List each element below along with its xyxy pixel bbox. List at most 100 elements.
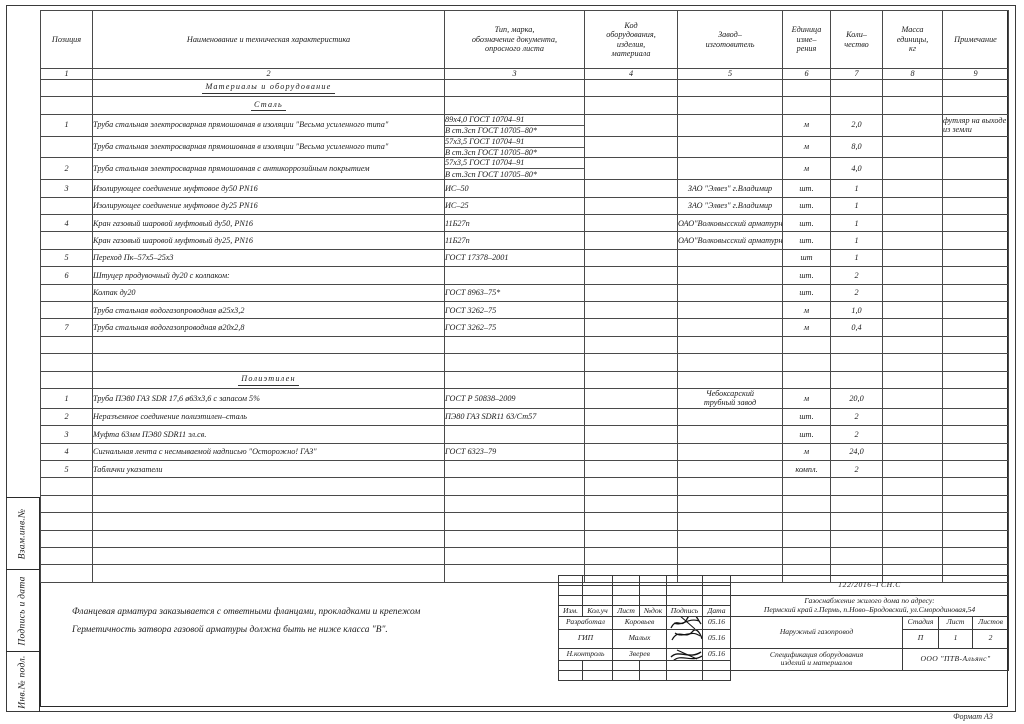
cell-quantity: 20,0 [830, 388, 883, 409]
cell-empty [92, 512, 445, 531]
cell-manufacturer-line: Чебоксарский [705, 389, 755, 398]
cell-mass [882, 179, 943, 198]
cell-empty [830, 96, 883, 115]
cell-empty [40, 546, 93, 566]
spacer-row [40, 477, 1009, 496]
cell-mass [882, 214, 943, 233]
cell-empty [92, 477, 445, 496]
column-header-line: Позиция [51, 34, 82, 44]
note-line-1: Фланцевая арматура заказывается с ответн… [72, 607, 421, 617]
revision-blank-cell [612, 595, 640, 606]
cell-empty [942, 512, 1009, 531]
column-header-7: Коли– чество [830, 10, 883, 69]
cell-name: Труба стальная электросварная прямошовна… [92, 157, 445, 181]
cell-note [942, 460, 1009, 479]
object-description: Газоснабжение жилого дома по адресу: Перм… [729, 595, 1010, 617]
revision-blank-cell [639, 575, 667, 586]
cell-empty [942, 96, 1009, 115]
cell-manufacturer [677, 248, 783, 268]
revision-blank-cell [639, 670, 667, 681]
cell-manufacturer: ЗАО "Элвез" г.Владимир [677, 179, 783, 198]
cell-position: 6 [40, 266, 93, 285]
cell-empty [942, 477, 1009, 496]
revision-header-1: Изм. [558, 605, 583, 617]
object-description-line: Пермский край г.Пермь, п.Ново–Бродовский… [763, 605, 976, 614]
cell-manufacturer-line: ОАО"Волковысский арматурный завод" [678, 235, 783, 245]
section-heading-row: Полиэтилен [40, 370, 1009, 390]
cell-note [942, 157, 1009, 181]
cell-empty [92, 335, 445, 355]
cell-empty [782, 494, 831, 514]
revision-blank-cell [612, 670, 640, 681]
stamp-row [558, 660, 1009, 671]
cell-empty [92, 494, 445, 514]
cell-type-line: ГОСТ 3262–75 [445, 305, 497, 315]
cell-name: Таблички указатели [92, 460, 445, 479]
column-header-line: Наименование и техническая характеристик… [186, 34, 351, 44]
column-header-8: Масса единицы, кг [882, 10, 943, 69]
revision-blank-cell [666, 585, 703, 596]
column-header-6: Единица изме– рения [782, 10, 831, 69]
cell-manufacturer-line: ОАО"Волковысский арматурный завод" [678, 218, 783, 228]
cell-type-line: 11Б27п [445, 235, 470, 245]
cell-type-line: ГОСТ 17378–2001 [445, 253, 509, 263]
cell-empty [677, 335, 783, 355]
title-block: 122/2016–ГСН.С Газоснабжение жилого дома … [558, 575, 1010, 681]
general-notes: Фланцевая арматура заказывается с ответн… [72, 604, 542, 640]
cell-empty [677, 529, 783, 548]
cell-unit: м [782, 157, 831, 181]
cell-unit: шт. [782, 214, 831, 233]
specification-table-body: Материалы и оборудование Сталь 1 Труба стал… [40, 78, 1009, 583]
revision-blank-cell [666, 660, 703, 671]
cell-name: Изолирующее соединение муфтовое ду50 PN1… [92, 179, 445, 198]
side-label-inv-podl: Инв.№ подл. [6, 651, 40, 712]
revision-blank-cell [702, 670, 731, 681]
cell-quantity: 1 [830, 231, 883, 250]
cell-manufacturer [677, 460, 783, 479]
cell-quantity: 1 [830, 248, 883, 268]
table-row: 3 Изолирующее соединение муфтовое ду50 PN… [40, 179, 1009, 198]
cell-manufacturer [677, 113, 783, 137]
section-title: Материалы и оборудование [92, 78, 445, 98]
cell-name: Неразъемное соединение полиэтилен–сталь [92, 407, 445, 427]
cell-quantity: 1 [830, 196, 883, 216]
column-header-line: Коли– [846, 30, 867, 40]
role-label-1: Разработал [558, 616, 613, 630]
cell-unit: шт. [782, 266, 831, 285]
cell-type-line: В ст.3сп ГОСТ 10705–80* [445, 169, 537, 179]
revision-blank-cell [666, 670, 703, 681]
cell-mass [882, 283, 943, 303]
cell-empty [882, 494, 943, 514]
revision-blank-cell [612, 585, 640, 596]
cell-type-mark [444, 266, 585, 285]
cell-type-mark: ГОСТ 3262–75 [444, 318, 585, 337]
cell-unit: шт. [782, 425, 831, 444]
cell-position: 4 [40, 214, 93, 233]
cell-position: 3 [40, 179, 93, 198]
cell-code [584, 442, 678, 462]
cell-empty [830, 512, 883, 531]
cell-empty [584, 96, 678, 115]
revision-blank-cell [558, 595, 583, 606]
cell-name: Изолирующее соединение муфтовое ду25 PN1… [92, 196, 445, 216]
revision-blank-cell [558, 575, 583, 586]
cell-empty [830, 477, 883, 496]
cell-note [942, 388, 1009, 409]
column-header-line: Масса [901, 25, 924, 35]
cell-empty [782, 96, 831, 115]
cell-empty [444, 512, 585, 531]
cell-empty [882, 477, 943, 496]
revision-blank-cell [639, 585, 667, 596]
cell-empty [444, 335, 585, 355]
cell-empty [942, 546, 1009, 566]
cell-name: Сигнальная лента с несмываемой надписью … [92, 442, 445, 462]
cell-manufacturer-line: ЗАО "Элвез" г.Владимир [687, 201, 773, 211]
cell-unit: компл. [782, 460, 831, 479]
column-header-4: Код оборудования, изделия, материала [584, 10, 678, 69]
cell-name: Труба ПЭ80 ГАЗ SDR 17,6 ø63х3,6 с запасо… [92, 388, 445, 409]
table-row: 5 Таблички указатели компл. 2 [40, 460, 1009, 479]
stamp-signature-row: ГИП Малых 05.16 П 1 2 [558, 628, 1010, 649]
column-header-line: обозначение документа, [471, 34, 558, 44]
cell-code [584, 283, 678, 303]
